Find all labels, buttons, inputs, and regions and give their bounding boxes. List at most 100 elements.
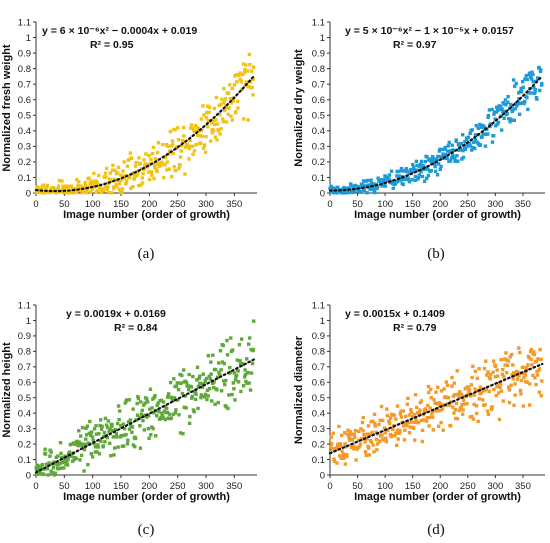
scatter-point: [389, 169, 394, 173]
scatter-point: [138, 161, 142, 165]
scatter-point: [107, 429, 111, 434]
scatter-point: [538, 347, 542, 352]
scatter-point: [328, 444, 333, 449]
scatter-point: [345, 432, 350, 436]
scatter-point: [204, 134, 208, 139]
scatter-point: [482, 388, 487, 393]
scatter-point: [156, 401, 160, 405]
scatter-point: [228, 96, 233, 101]
scatter-point: [133, 436, 138, 441]
scatter-point: [60, 179, 64, 183]
scatter-point: [496, 108, 500, 113]
scatter-point: [237, 342, 242, 347]
scatter-point: [139, 183, 143, 187]
x-tick-label: 350: [226, 199, 242, 210]
scatter-point: [445, 156, 449, 161]
scatter-point: [213, 367, 218, 372]
scatter-point: [347, 190, 351, 195]
scatter-point: [177, 381, 182, 385]
scatter-point: [213, 135, 218, 139]
scatter-point: [502, 102, 506, 106]
scatter-point: [331, 431, 335, 436]
scatter-point: [429, 168, 433, 173]
scatter-point: [138, 446, 143, 450]
scatter-point: [494, 393, 498, 398]
scatter-point: [84, 433, 89, 437]
scatter-point: [221, 119, 226, 124]
scatter-point: [113, 177, 117, 182]
scatter-point: [473, 133, 478, 137]
scatter-point: [407, 431, 412, 435]
scatter-point: [388, 432, 393, 437]
y-tick-label: 0: [320, 470, 325, 481]
scatter-point: [43, 447, 47, 451]
scatter-point: [77, 180, 81, 184]
scatter-point: [170, 174, 174, 179]
scatter-point: [408, 425, 413, 429]
scatter-point: [139, 167, 144, 171]
scatter-point: [147, 170, 151, 174]
scatter-point: [499, 357, 503, 362]
x-tick-label: 150: [405, 199, 421, 210]
scatter-point: [453, 159, 458, 163]
scatter-point: [438, 167, 443, 172]
scatter-point: [371, 185, 375, 189]
scatter-point: [506, 94, 510, 99]
scatter-point: [206, 104, 210, 108]
scatter-point: [473, 369, 478, 374]
scatter-point: [473, 138, 478, 142]
scatter-point: [426, 173, 431, 178]
scatter-point: [204, 115, 208, 120]
scatter-point: [352, 444, 356, 448]
scatter-point: [111, 435, 115, 439]
scatter-point: [59, 451, 63, 456]
scatter-point: [52, 473, 57, 477]
scatter-point: [501, 367, 505, 372]
scatter-point: [217, 361, 221, 365]
y-tick-label: 0.4: [18, 408, 31, 419]
scatter-point: [97, 432, 101, 436]
scatter-point: [447, 403, 452, 407]
scatter-point: [389, 434, 393, 439]
scatter-point: [151, 426, 155, 431]
scatter-point: [179, 149, 183, 153]
scatter-point: [98, 184, 103, 189]
scatter-point: [98, 186, 102, 191]
scatter-point: [449, 424, 453, 428]
x-tick-label: 100: [377, 481, 393, 492]
scatter-point: [153, 157, 158, 161]
scatter-point: [56, 454, 60, 458]
y-tick-label: 0.1: [312, 173, 325, 184]
scatter-point: [413, 178, 418, 183]
scatter-point: [461, 408, 465, 412]
scatter-point: [213, 122, 217, 127]
trend-equation: y = 5 × 10⁻⁶x² − 1 × 10⁻⁵x + 0.0157: [345, 25, 514, 37]
scatter-point: [331, 186, 335, 190]
scatter-point: [439, 389, 444, 393]
scatter-point: [340, 449, 344, 453]
scatter-point: [438, 147, 442, 152]
scatter-point: [189, 123, 194, 127]
scatter-point: [346, 428, 350, 432]
scatter-point: [442, 387, 446, 391]
scatter-point: [426, 384, 431, 389]
scatter-point: [456, 392, 460, 396]
y-tick-label: 0.6: [18, 95, 31, 106]
scatter-point: [219, 368, 223, 372]
scatter-point: [155, 403, 159, 408]
scatter-point: [505, 371, 509, 375]
scatter-point: [124, 181, 129, 185]
scatter-point: [478, 122, 482, 127]
scatter-point: [176, 398, 180, 402]
scatter-point: [38, 471, 42, 476]
scatter-point: [175, 381, 179, 385]
scatter-point: [177, 166, 181, 171]
scatter-point: [388, 416, 393, 420]
scatter-point: [486, 412, 491, 417]
scatter-point: [150, 173, 154, 177]
scatter-point: [146, 400, 150, 404]
scatter-point: [405, 170, 409, 174]
scatter-point: [432, 157, 436, 162]
scatter-point: [215, 138, 219, 142]
scatter-point: [226, 91, 231, 96]
